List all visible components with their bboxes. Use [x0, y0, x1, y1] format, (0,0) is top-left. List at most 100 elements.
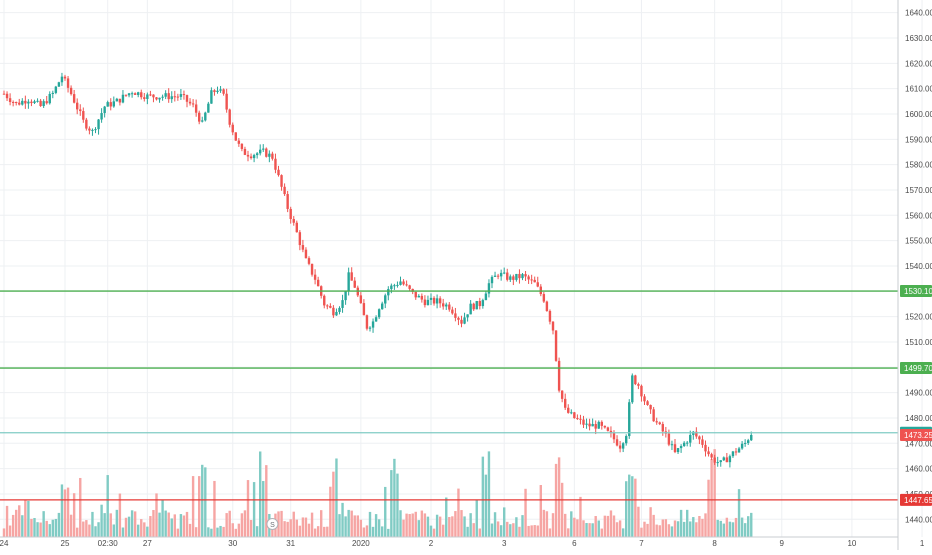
candle-body [503, 272, 506, 274]
y-tick-label: 1470.00 [905, 439, 932, 448]
volume-bars [2, 449, 753, 537]
split-marker[interactable]: S [266, 518, 279, 530]
candle-body [121, 94, 125, 103]
candle-body [628, 402, 631, 437]
candle-body [707, 451, 710, 455]
volume-bar [106, 475, 109, 537]
candle-body [725, 457, 729, 463]
candle-body [387, 289, 390, 296]
volume-bar [631, 476, 634, 537]
volume-bar [170, 518, 173, 537]
volume-bar [8, 525, 12, 537]
candle-body [271, 153, 274, 159]
volume-bar [658, 525, 661, 537]
candle-body [740, 443, 744, 449]
volume-bar [179, 514, 183, 537]
candle-body [564, 398, 567, 408]
candle-body [673, 444, 677, 453]
volume-bar [731, 522, 735, 537]
volume-bar [469, 513, 472, 537]
candle-body [695, 431, 698, 437]
candle-body [365, 315, 369, 329]
volume-bar [664, 519, 668, 537]
candle-body [152, 94, 155, 98]
volume-bar [310, 512, 314, 537]
candle-body [747, 440, 750, 443]
volume-bar [173, 514, 176, 537]
candle-body [161, 96, 164, 98]
candle-body [423, 299, 427, 306]
volume-bar [164, 510, 167, 537]
volume-bar [252, 482, 256, 537]
volume-bar [551, 513, 555, 537]
volume-bar [701, 518, 704, 537]
candle-body [15, 101, 18, 103]
horizontal-price-lines[interactable] [0, 290, 898, 501]
candle-body [323, 295, 326, 306]
candle-body [246, 154, 250, 157]
candle-body [82, 111, 85, 120]
candle-body [335, 311, 338, 316]
volume-bar [277, 511, 280, 537]
candle-body [27, 101, 30, 104]
volume-bar [21, 515, 24, 537]
volume-bar [216, 527, 219, 537]
time-axis[interactable]: 24 25 02:30 27 30 31 2020 2 3 6 7 8 9 10 1 [0, 539, 925, 548]
candle-body [109, 102, 112, 107]
candle-body [579, 418, 582, 420]
candle-body [353, 280, 356, 288]
x-tick-label: 27 [143, 539, 152, 548]
volume-bar [91, 511, 94, 537]
volume-bar [655, 524, 658, 537]
price-axis[interactable]: 1440.001450.001460.001470.001480.001490.… [905, 9, 932, 525]
volume-bar [280, 510, 283, 537]
x-tick-label: 24 [0, 539, 9, 548]
volume-bar [493, 512, 497, 537]
volume-bar [60, 484, 64, 537]
candle-body [390, 285, 393, 290]
candle-body [201, 120, 204, 122]
candle-body [179, 94, 183, 97]
volume-bar [207, 527, 210, 537]
candle-body [472, 303, 475, 310]
volume-bar [243, 510, 247, 537]
candle-body [60, 76, 64, 83]
volume-bar [600, 528, 603, 537]
volume-bar [597, 520, 600, 537]
volume-bar [152, 510, 155, 537]
candle-body [176, 96, 180, 98]
volume-bar [689, 521, 692, 537]
candle-body [750, 434, 753, 441]
x-tick-label: 9 [780, 539, 785, 548]
volume-bar [533, 525, 536, 537]
volume-bar [146, 526, 149, 537]
volume-bar [118, 493, 122, 537]
candle-body [615, 439, 619, 446]
volume-bar [176, 528, 180, 537]
volume-bar [448, 517, 451, 537]
candle-body [231, 124, 234, 133]
candle-body [332, 307, 335, 316]
volume-bar [481, 456, 485, 537]
candle-body [454, 313, 457, 318]
volume-bar [570, 511, 573, 537]
candle-body [97, 119, 100, 130]
candle-body [216, 90, 219, 93]
volume-bar [228, 510, 231, 537]
volume-bar [234, 528, 237, 537]
volume-bar [262, 481, 265, 537]
volume-bar [707, 479, 710, 537]
volume-bar [719, 520, 722, 537]
candle-body [265, 148, 268, 157]
candle-body [182, 94, 186, 96]
y-tick-label: 1480.00 [905, 414, 932, 423]
candle-body [728, 456, 732, 463]
candle-body [277, 169, 280, 176]
volume-bar [396, 473, 399, 537]
candle-body [283, 186, 286, 195]
volume-bar [634, 478, 637, 537]
y-tick-label: 1600.00 [905, 110, 932, 119]
volume-bar [326, 526, 329, 537]
